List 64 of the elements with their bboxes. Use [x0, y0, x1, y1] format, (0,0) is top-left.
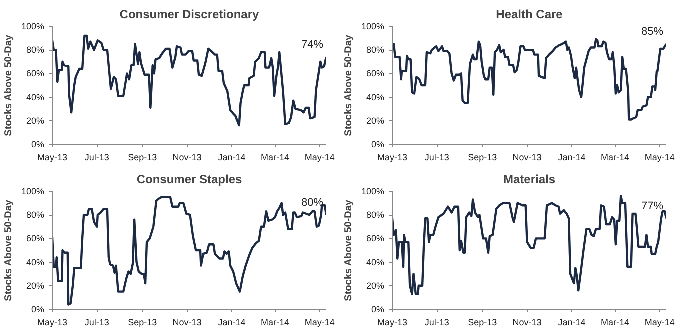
x-tick-label: Nov-13 [512, 318, 542, 328]
x-tick-label: Sep-13 [128, 318, 158, 328]
y-tick-label: 80% [26, 45, 44, 56]
y-axis-title: Stocks Above 50-Day [343, 200, 354, 302]
x-tick-label: Nov-13 [172, 318, 202, 328]
x-tick-label: Jan-14 [218, 152, 246, 162]
y-tick-label: 100% [21, 22, 45, 32]
x-tick-label: Sep-13 [468, 318, 498, 328]
x-tick-label: May-13 [377, 152, 408, 162]
x-tick-label: Jul-13 [424, 318, 450, 328]
y-tick-label: 20% [26, 116, 44, 126]
annotation: 74% [301, 39, 324, 52]
y-axis-title: Stocks Above 50-Day [343, 34, 354, 136]
annotation: 77% [641, 200, 664, 213]
x-tick-label: Sep-13 [128, 152, 158, 162]
chart-title: Materials [503, 172, 556, 186]
y-tick-label: 100% [361, 186, 385, 196]
x-tick-label: May-13 [37, 152, 68, 162]
y-tick-label: 80% [366, 210, 384, 220]
y-tick-label: 20% [26, 280, 44, 291]
y-tick-label: 0% [371, 140, 385, 150]
y-tick-label: 20% [366, 116, 384, 126]
chart-title: Consumer Discretionary [120, 8, 260, 22]
x-tick-label: Mar-14 [260, 152, 290, 162]
x-tick-label: May-14 [644, 318, 675, 328]
x-tick-label: Jan-14 [558, 318, 586, 328]
y-tick-label: 0% [31, 140, 45, 150]
y-tick-label: 0% [371, 304, 385, 314]
x-tick-label: Nov-13 [512, 152, 542, 162]
chart-title: Health Care [496, 8, 564, 22]
y-tick-label: 60% [366, 68, 384, 79]
y-axis-title: Stocks Above 50-Day [3, 200, 14, 302]
y-axis-title: Stocks Above 50-Day [3, 34, 14, 136]
x-tick-label: Nov-13 [172, 152, 202, 162]
y-tick-label: 40% [366, 257, 384, 268]
y-tick-label: 60% [26, 68, 44, 79]
x-tick-label: May-14 [644, 152, 675, 162]
x-tick-label: May-13 [377, 318, 408, 328]
y-tick-label: 40% [366, 92, 384, 102]
x-tick-label: Sep-13 [468, 152, 498, 162]
x-tick-label: May-13 [37, 318, 68, 328]
y-tick-label: 60% [26, 234, 44, 244]
x-tick-label: Jul-13 [424, 152, 450, 162]
x-tick-label: Jul-13 [84, 152, 110, 162]
y-tick-label: 0% [31, 304, 45, 314]
y-tick-label: 40% [26, 257, 44, 268]
y-tick-label: 20% [366, 280, 384, 291]
x-tick-label: Jan-14 [218, 318, 246, 328]
annotation: 80% [301, 197, 324, 210]
x-tick-label: Mar-14 [600, 152, 630, 162]
annotation: 85% [641, 26, 664, 38]
x-tick-label: Mar-14 [260, 318, 290, 328]
x-tick-label: Jan-14 [558, 152, 586, 162]
y-tick-label: 100% [361, 22, 385, 32]
y-tick-label: 80% [366, 45, 384, 56]
x-tick-label: May-14 [304, 152, 335, 162]
y-tick-label: 100% [21, 186, 45, 196]
x-tick-label: Jul-13 [84, 318, 110, 328]
y-tick-label: 60% [366, 234, 384, 244]
y-tick-label: 80% [26, 210, 44, 220]
x-tick-label: May-14 [304, 318, 335, 328]
y-tick-label: 40% [26, 92, 44, 102]
x-tick-label: Mar-14 [600, 318, 630, 328]
chart-title: Consumer Staples [136, 172, 243, 186]
